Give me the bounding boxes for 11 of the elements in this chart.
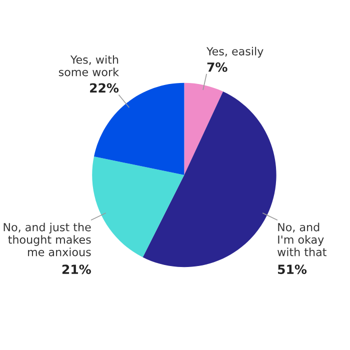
slice-label: Yes, easily — [206, 46, 264, 58]
data-label: 21% — [62, 264, 91, 274]
slice-label: No, and just the thought makes me anxious — [4, 222, 91, 256]
pie-slice — [92, 156, 184, 258]
pie-slice — [184, 82, 224, 175]
data-label: 51% — [278, 264, 307, 274]
slice-label: Yes, with some work — [58, 55, 119, 76]
pie-slice — [142, 91, 276, 268]
data-label: 7% — [207, 62, 228, 72]
data-label: 22% — [90, 83, 119, 93]
slice-label: No, and I'm okay with that — [278, 222, 326, 256]
